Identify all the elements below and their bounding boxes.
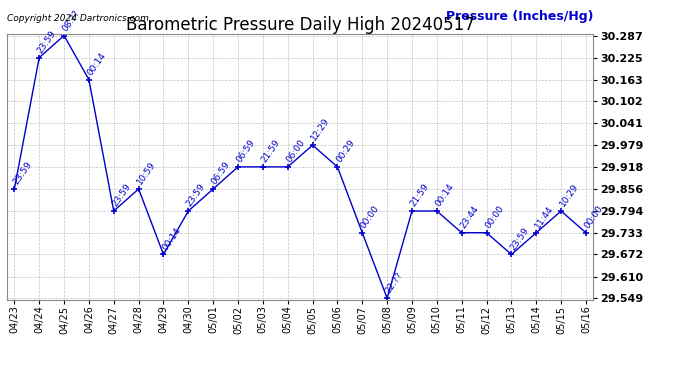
Text: 10:29: 10:29 (558, 182, 580, 208)
Text: 22:??: 22:?? (384, 271, 405, 296)
Text: 00:14: 00:14 (433, 182, 456, 208)
Text: 06:00: 06:00 (284, 138, 307, 164)
Text: Copyright 2024 Dartronics.com: Copyright 2024 Dartronics.com (7, 14, 149, 23)
Text: 23:59: 23:59 (11, 160, 33, 186)
Text: 11:44: 11:44 (533, 204, 555, 230)
Text: 21:59: 21:59 (408, 182, 431, 208)
Text: 06:59: 06:59 (210, 160, 232, 186)
Title: Barometric Pressure Daily High 20240517: Barometric Pressure Daily High 20240517 (126, 16, 475, 34)
Text: 23:44: 23:44 (458, 204, 480, 230)
Text: 00:00: 00:00 (359, 204, 382, 230)
Text: 23:59: 23:59 (36, 28, 58, 55)
Text: Pressure (Inches/Hg): Pressure (Inches/Hg) (446, 10, 593, 23)
Text: 00:14: 00:14 (86, 51, 108, 77)
Text: 23:59: 23:59 (110, 182, 132, 208)
Text: 12:29: 12:29 (309, 116, 331, 142)
Text: 00:00: 00:00 (483, 204, 506, 230)
Text: 00:00: 00:00 (583, 204, 605, 230)
Text: 23:59: 23:59 (185, 182, 207, 208)
Text: 21:59: 21:59 (259, 138, 282, 164)
Text: 23:59: 23:59 (508, 225, 531, 252)
Text: 08:??: 08:?? (61, 8, 82, 33)
Text: 00:29: 00:29 (334, 138, 356, 164)
Text: 10:59: 10:59 (135, 160, 157, 186)
Text: 06:59: 06:59 (235, 138, 257, 164)
Text: 00:14: 00:14 (160, 225, 182, 252)
